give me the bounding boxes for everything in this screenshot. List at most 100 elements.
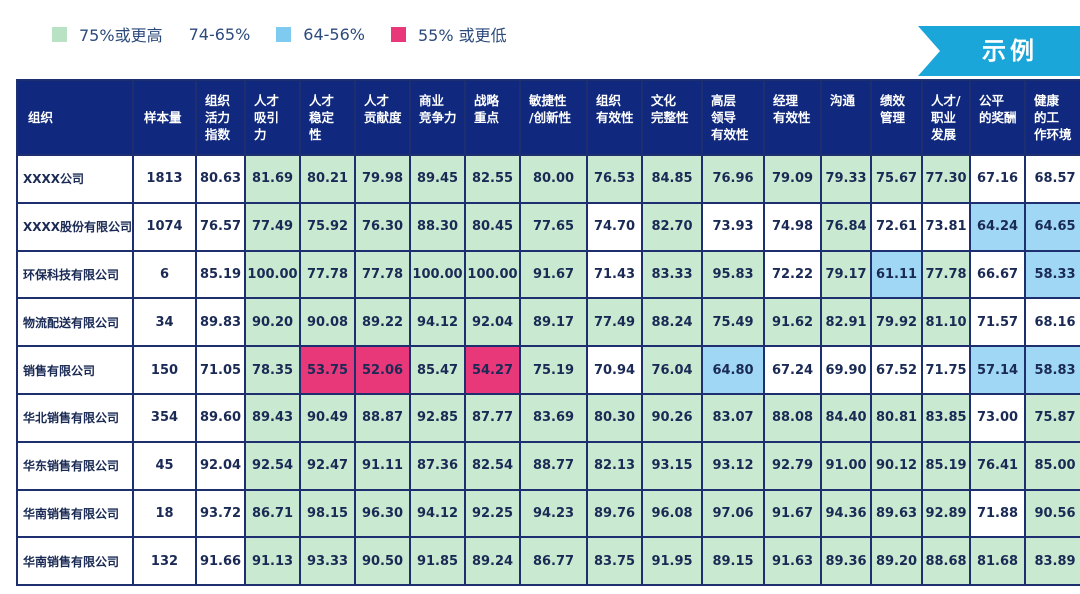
org-name-cell: 华南销售有限公司	[16, 536, 134, 587]
sample-size-cell: 34	[132, 297, 197, 348]
table-row: 物流配送有限公司 34 89.83 90.20 90.08 89.22 94.12 92.04…	[16, 297, 1080, 348]
score-cell: 90.12	[870, 440, 923, 491]
score-cell: 97.06	[701, 488, 765, 539]
score-cell: 90.08	[299, 297, 356, 348]
column-header-line: 战略	[474, 93, 500, 108]
sample-size-cell: 6	[132, 249, 197, 300]
score-cell: 73.93	[701, 201, 765, 252]
column-header-line: 沟通	[830, 93, 856, 108]
score-cell: 95.83	[701, 249, 765, 300]
score-cell: 96.30	[354, 488, 411, 539]
score-cell: 91.67	[763, 488, 822, 539]
column-header-line: 人才	[364, 93, 390, 108]
score-cell: 73.00	[969, 392, 1026, 443]
score-cell: 83.89	[1024, 536, 1080, 587]
score-cell: 71.43	[586, 249, 643, 300]
score-cell: 91.11	[354, 440, 411, 491]
score-cell: 71.75	[921, 345, 971, 395]
column-header-line: 样本量	[144, 110, 182, 125]
column-header: 人才/职业 发展	[921, 79, 971, 156]
org-name-cell: XXXX股份有限公司	[16, 201, 134, 252]
column-header-line: 作环境	[1034, 127, 1072, 142]
score-cell: 80.45	[464, 201, 521, 252]
score-cell: 80.30	[586, 392, 643, 443]
score-cell: 61.11	[870, 249, 923, 300]
table-row: 销售有限公司 150 71.05 78.35 53.75 52.06 85.47 54.27 7…	[16, 345, 1080, 395]
column-header: 经理 有效性	[763, 79, 822, 156]
column-header-line: 有效性	[773, 110, 811, 125]
column-header-line: 人才	[254, 93, 280, 108]
score-cell: 67.24	[763, 345, 822, 395]
example-banner-shape	[918, 26, 1080, 76]
score-cell: 69.90	[820, 345, 872, 395]
column-header-line: 完整性	[651, 110, 689, 125]
score-cell: 92.85	[409, 392, 466, 443]
score-cell: 74.98	[763, 201, 822, 252]
score-cell: 75.49	[701, 297, 765, 348]
score-cell: 89.76	[586, 488, 643, 539]
legend-label: 64-56%	[303, 24, 365, 44]
score-cell: 90.20	[244, 297, 301, 348]
table-row: 华北销售有限公司 354 89.60 89.43 90.49 88.87 92.85 87.7…	[16, 392, 1080, 443]
score-cell: 88.68	[921, 536, 971, 587]
column-header-line: 领导	[711, 110, 737, 125]
legend-swatch-pink	[390, 26, 406, 42]
column-header-line: 绩效	[880, 93, 906, 108]
column-header: 人才 贡献度	[354, 79, 411, 156]
score-cell: 94.36	[820, 488, 872, 539]
column-header-line: 管理	[880, 110, 906, 125]
score-cell: 91.85	[409, 536, 466, 587]
score-cell: 64.24	[969, 201, 1026, 252]
column-header-line: 敏捷性	[529, 93, 567, 108]
score-cell: 75.92	[299, 201, 356, 252]
column-header-line: 组织	[596, 93, 622, 108]
score-cell: 89.63	[870, 488, 923, 539]
sample-size-cell: 150	[132, 345, 197, 395]
legend-item-low-mid: 64-56%	[276, 25, 365, 44]
table-row: XXXX股份有限公司 1074 76.57 77.49 75.92 76.30 88.30 8…	[16, 201, 1080, 252]
column-header-line: 有效性	[596, 110, 634, 125]
score-cell: 94.12	[409, 297, 466, 348]
org-name-cell: 销售有限公司	[16, 345, 134, 395]
score-cell: 76.30	[354, 201, 411, 252]
score-cell: 84.85	[641, 154, 703, 204]
org-name-cell: XXXX公司	[16, 154, 134, 204]
score-cell: 100.00	[464, 249, 521, 300]
column-header: 人才 稳定性	[299, 79, 356, 156]
org-name-cell: 华南销售有限公司	[16, 488, 134, 539]
score-cell: 81.10	[921, 297, 971, 348]
score-cell: 89.22	[354, 297, 411, 348]
column-header: 敏捷性/创新性	[519, 79, 588, 156]
score-cell: 91.13	[244, 536, 301, 587]
column-header-line: 重点	[474, 110, 500, 125]
score-cell: 89.17	[519, 297, 588, 348]
column-header: 文化 完整性	[641, 79, 703, 156]
score-cell: 78.35	[244, 345, 301, 395]
column-header-line: 稳定	[309, 110, 335, 125]
column-header: 组织 活力 指数	[195, 79, 246, 156]
score-cell: 79.98	[354, 154, 411, 204]
sample-size-cell: 18	[132, 488, 197, 539]
score-cell: 52.06	[354, 345, 411, 395]
column-header-line: 人才	[309, 93, 335, 108]
score-cell: 82.54	[464, 440, 521, 491]
sample-size-cell: 354	[132, 392, 197, 443]
score-cell: 67.52	[870, 345, 923, 395]
score-cell: 80.21	[299, 154, 356, 204]
score-cell: 77.78	[299, 249, 356, 300]
score-cell: 79.33	[820, 154, 872, 204]
score-cell: 87.36	[409, 440, 466, 491]
score-cell: 83.33	[641, 249, 703, 300]
score-cell: 82.13	[586, 440, 643, 491]
score-cell: 89.36	[820, 536, 872, 587]
column-header-line: /创新性	[529, 110, 572, 125]
score-cell: 76.84	[820, 201, 872, 252]
score-cell: 92.79	[763, 440, 822, 491]
score-cell: 92.54	[244, 440, 301, 491]
legend-swatch-blue	[276, 26, 292, 42]
score-cell: 89.45	[409, 154, 466, 204]
score-cell: 88.08	[763, 392, 822, 443]
score-cell: 80.00	[519, 154, 588, 204]
score-cell: 84.40	[820, 392, 872, 443]
score-cell: 57.14	[969, 345, 1026, 395]
